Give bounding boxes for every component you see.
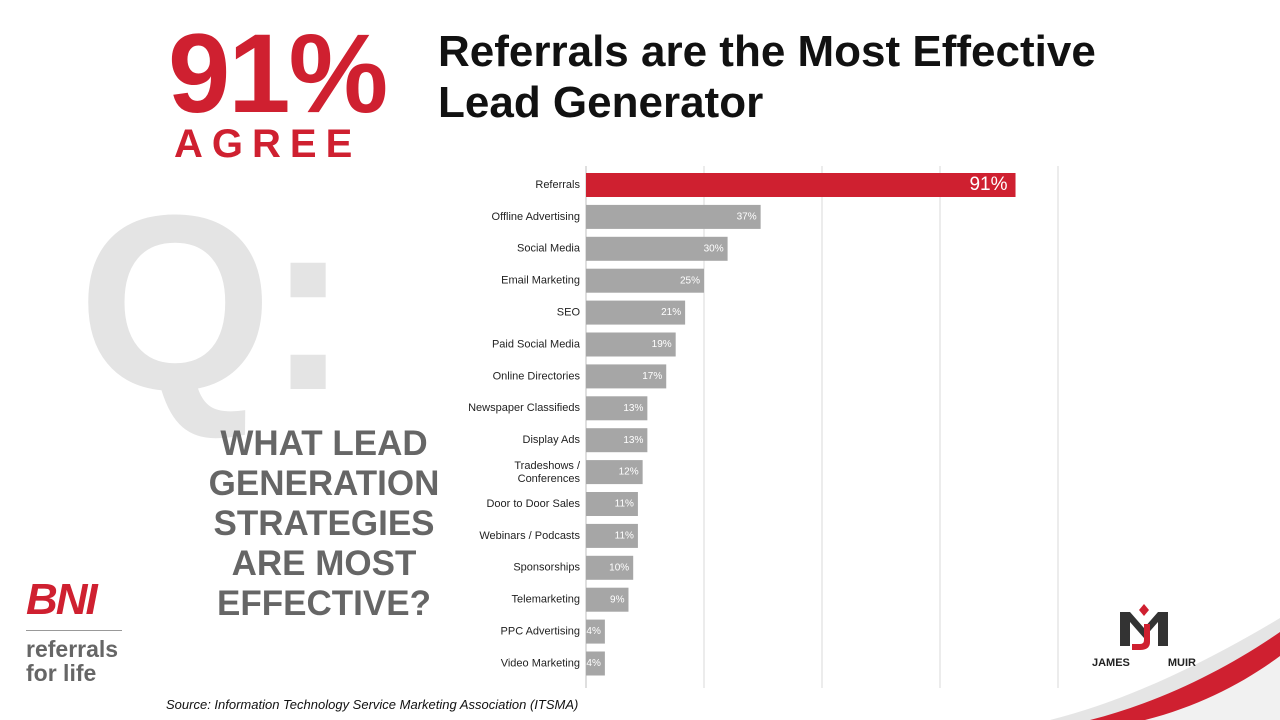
category-label: Telemarketing <box>512 594 580 606</box>
page-title: Referrals are the Most Effective Lead Ge… <box>438 26 1218 128</box>
jm-name-right: MUIR <box>1167 657 1196 669</box>
james-muir-name: JAMES MUIR <box>1092 657 1196 669</box>
bar <box>586 555 634 580</box>
bar <box>586 396 648 421</box>
data-label: 11% <box>615 531 634 542</box>
category-label: Video Marketing <box>501 657 580 669</box>
data-label: 9% <box>610 594 625 605</box>
bar <box>586 492 638 516</box>
bar <box>586 236 728 261</box>
question-line-4: ARE MOST <box>231 544 417 583</box>
headline-agree: AGREE <box>174 122 362 166</box>
bar <box>586 651 605 676</box>
bni-wordmark: BNI <box>26 575 98 624</box>
category-label: Newspaper Classifieds <box>468 402 580 414</box>
category-label: Social Media <box>517 243 581 255</box>
bni-tagline-2: for life <box>26 660 97 686</box>
category-label: Online Directories <box>493 370 581 382</box>
data-label: 13% <box>623 403 643 414</box>
bar <box>586 173 1016 197</box>
headline-stat: 91% <box>168 11 388 136</box>
james-muir-mark-icon <box>1120 604 1168 650</box>
category-label: Webinars / Podcasts <box>479 530 580 542</box>
category-label: SEO <box>557 307 581 319</box>
bni-logo: BNI referrals for life <box>26 578 132 685</box>
bar <box>586 523 638 548</box>
question-line-5: EFFECTIVE? <box>217 584 431 623</box>
category-label: PPC Advertising <box>501 626 580 638</box>
data-label: 4% <box>586 626 601 637</box>
question-line-3: STRATEGIES <box>213 504 435 543</box>
category-label: Referrals <box>535 179 580 191</box>
data-label: 12% <box>619 467 639 478</box>
category-label: Door to Door Sales <box>486 498 580 510</box>
bar <box>586 204 761 229</box>
data-label: 4% <box>586 658 601 669</box>
bar <box>586 428 648 453</box>
category-label: Sponsorships <box>513 562 580 574</box>
question-text: WHAT LEAD GENERATION STRATEGIES ARE MOST… <box>196 424 452 624</box>
data-label: 10% <box>609 562 629 573</box>
james-muir-logo: JAMES MUIR <box>1092 602 1202 669</box>
data-label: 37% <box>737 212 757 223</box>
title-line-1: Referrals are the Most Effective <box>438 27 1096 76</box>
bni-tagline-1: referrals <box>26 636 119 662</box>
bar <box>586 460 643 485</box>
question-line-2: GENERATION <box>208 464 440 503</box>
category-label: Display Ads <box>523 434 581 446</box>
bar <box>586 268 704 293</box>
category-label: Paid Social Media <box>492 338 581 350</box>
source-citation: Source: Information Technology Service M… <box>166 697 579 712</box>
data-label: 13% <box>623 435 643 446</box>
data-label: 21% <box>661 307 681 318</box>
category-label: Email Marketing <box>501 275 580 287</box>
question-line-1: WHAT LEAD <box>220 424 428 463</box>
category-label: Tradeshows / Conferences <box>514 460 581 485</box>
data-label: 11% <box>615 499 634 510</box>
corner-swoosh-decoration <box>1050 618 1280 720</box>
jm-name-left: JAMES <box>1092 657 1130 669</box>
data-label: 19% <box>652 339 672 350</box>
data-label: 91% <box>969 174 1007 195</box>
bar <box>586 332 676 357</box>
bar <box>586 364 667 389</box>
bni-divider <box>26 630 122 631</box>
bar <box>586 619 605 644</box>
category-label: Offline Advertising <box>492 211 580 223</box>
bar <box>586 587 629 612</box>
title-line-2: Lead Generator <box>438 78 764 127</box>
data-label: 17% <box>642 371 662 382</box>
q-watermark: Q: <box>78 163 350 442</box>
data-label: 25% <box>680 275 700 286</box>
data-label: 30% <box>704 243 724 254</box>
bar <box>586 300 686 325</box>
